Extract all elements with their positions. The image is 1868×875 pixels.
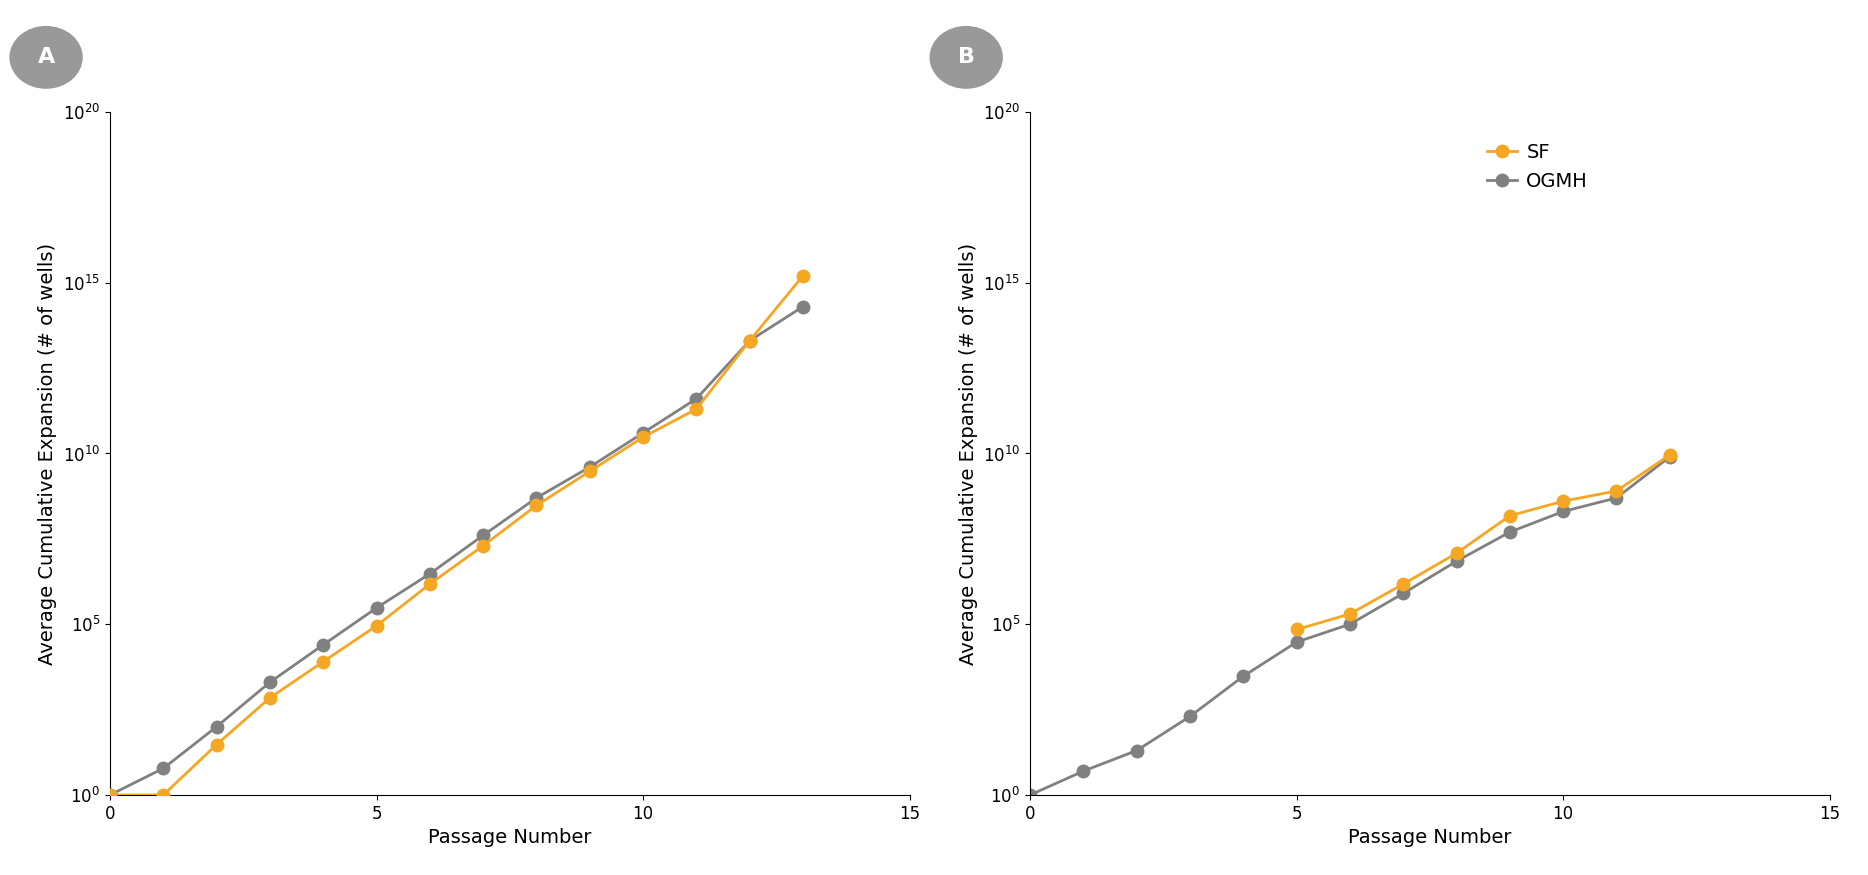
SF [579, 466, 601, 477]
OGMH [738, 335, 760, 346]
OGMH [1179, 711, 1201, 722]
SF [1392, 578, 1414, 589]
OGMH [1072, 766, 1095, 776]
OGMH [1446, 556, 1468, 566]
OGMH [260, 677, 282, 688]
Text: B: B [958, 47, 975, 67]
SF [631, 432, 654, 443]
OGMH [1392, 588, 1414, 598]
SF [1605, 486, 1627, 496]
OGMH [418, 569, 441, 579]
OGMH [525, 493, 547, 503]
SF [312, 656, 334, 667]
OGMH [1339, 619, 1362, 629]
OGMH [1233, 671, 1255, 682]
X-axis label: Passage Number: Passage Number [1349, 829, 1511, 847]
SF [418, 578, 441, 589]
OGMH [1018, 790, 1040, 801]
SF [205, 739, 228, 750]
Y-axis label: Average Cumulative Expansion (# of wells): Average Cumulative Expansion (# of wells… [958, 242, 977, 664]
SF [738, 335, 760, 346]
OGMH [631, 428, 654, 438]
Line: OGMH: OGMH [1024, 451, 1676, 802]
SF [1446, 548, 1468, 558]
SF [686, 403, 708, 414]
SF [473, 541, 495, 551]
OGMH [366, 603, 389, 613]
SF [260, 692, 282, 703]
Circle shape [9, 26, 82, 88]
OGMH [1605, 493, 1627, 503]
OGMH [1659, 452, 1681, 462]
SF [792, 270, 814, 281]
Line: OGMH: OGMH [105, 300, 809, 802]
SF [1498, 510, 1521, 521]
Line: SF: SF [1291, 449, 1676, 636]
Legend: SF, OGMH: SF, OGMH [1479, 136, 1595, 199]
Circle shape [930, 26, 1001, 88]
OGMH [151, 763, 174, 774]
OGMH [473, 530, 495, 541]
OGMH [792, 301, 814, 312]
SF [1552, 496, 1575, 507]
SF [1339, 609, 1362, 620]
X-axis label: Passage Number: Passage Number [428, 829, 592, 847]
OGMH [312, 640, 334, 650]
OGMH [99, 790, 121, 801]
SF [1659, 450, 1681, 460]
OGMH [205, 721, 228, 732]
OGMH [579, 462, 601, 472]
OGMH [686, 394, 708, 404]
SF [99, 790, 121, 801]
SF [151, 790, 174, 801]
SF [366, 620, 389, 631]
OGMH [1498, 527, 1521, 537]
OGMH [1285, 637, 1308, 648]
Line: SF: SF [105, 270, 809, 802]
OGMH [1552, 507, 1575, 517]
Text: A: A [37, 47, 54, 67]
SF [525, 500, 547, 511]
SF [1285, 624, 1308, 634]
Y-axis label: Average Cumulative Expansion (# of wells): Average Cumulative Expansion (# of wells… [39, 242, 58, 664]
OGMH [1126, 746, 1149, 756]
